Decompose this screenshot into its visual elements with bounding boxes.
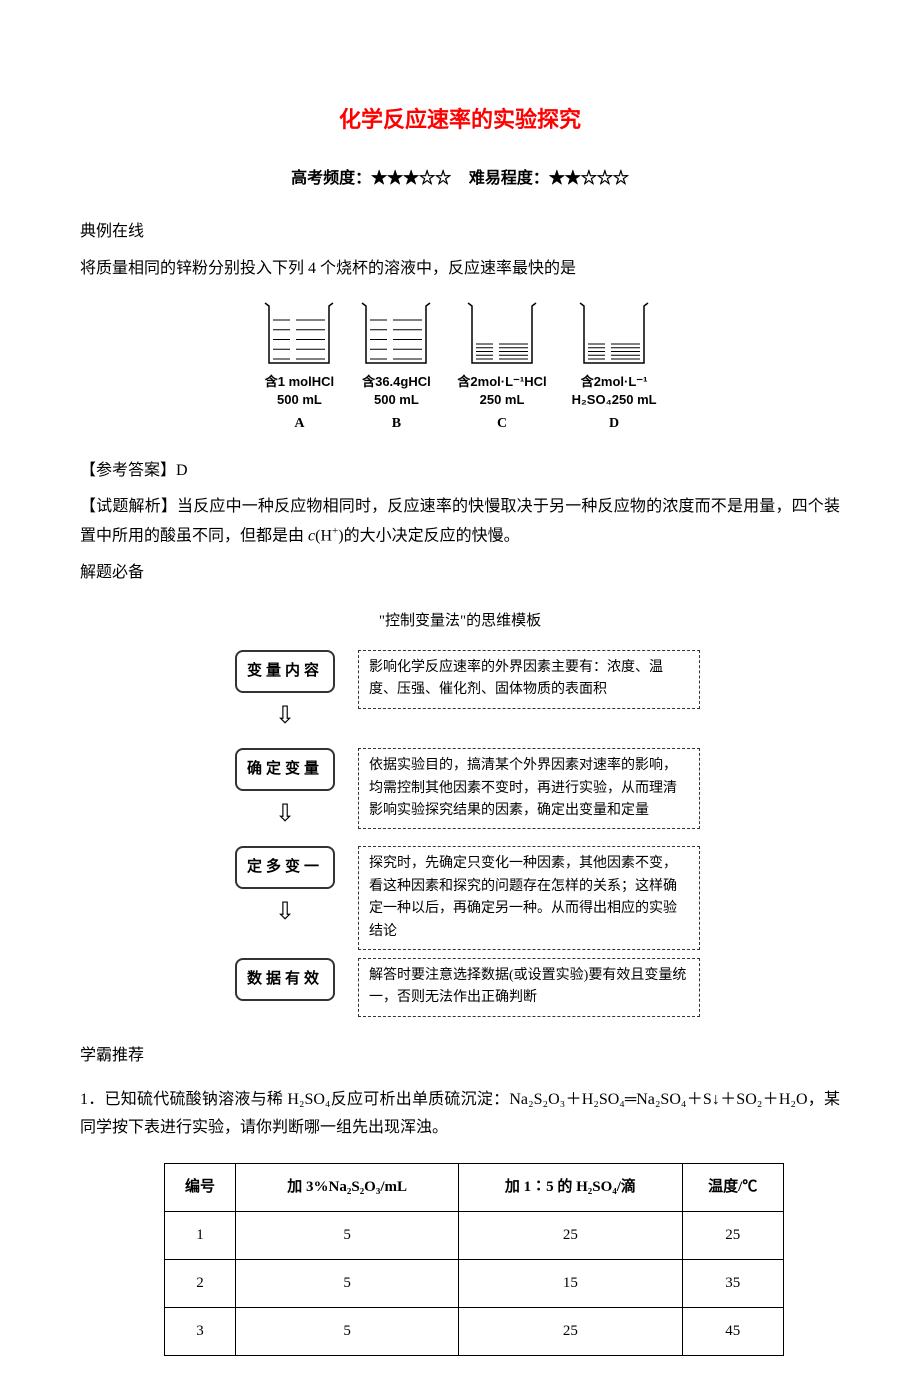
table-cell: 5 <box>236 1212 459 1260</box>
flow-desc: 依据实验目的，搞清某个外界因素对速率的影响，均需控制其他因素不变时，再进行实验，… <box>358 748 700 829</box>
beaker-icon <box>263 299 335 369</box>
beaker-icon <box>466 299 538 369</box>
analysis-h: (H <box>315 527 332 544</box>
beaker-item: 含1 molHCl500 mLA <box>263 299 335 437</box>
table-cell: 5 <box>236 1308 459 1356</box>
table-cell: 1 <box>165 1212 236 1260</box>
beaker-letter: A <box>294 411 304 436</box>
flow-desc: 探究时，先确定只变化一种因素，其他因素不变，看这种因素和探究的问题存在怎样的关系… <box>358 846 700 950</box>
table-row: 152525 <box>165 1212 784 1260</box>
beaker-icon <box>360 299 432 369</box>
example-question: 将质量相同的锌粉分别投入下列 4 个烧杯的溶液中，反应速率最快的是 <box>80 255 840 284</box>
beaker-label: 含2mol·L⁻¹HCl250 mL <box>457 373 546 409</box>
doc-subtitle: 高考频度：★★★☆☆ 难易程度：★★☆☆☆ <box>80 165 840 194</box>
flow-desc: 影响化学反应速率的外界因素主要有：浓度、温度、压强、催化剂、固体物质的表面积 <box>358 650 700 709</box>
table-cell: 3 <box>165 1308 236 1356</box>
question-1: 1．已知硫代硫酸钠溶液与稀 H₂SO₄反应可析出单质硫沉淀：Na₂S₂O₃＋H₂… <box>80 1086 840 1357</box>
table-header: 编号 <box>165 1164 236 1212</box>
table-cell: 35 <box>682 1260 784 1308</box>
flow-box: 数据有效 <box>235 958 335 1001</box>
difficulty-label: 难易程度：★★☆☆☆ <box>469 170 629 187</box>
table-header: 加 3%Na₂S₂O₃/mL <box>236 1164 459 1212</box>
section-recommend: 学霸推荐 <box>80 1042 840 1071</box>
q1-text: 已知硫代硫酸钠溶液与稀 H₂SO₄反应可析出单质硫沉淀：Na₂S₂O₃＋H₂SO… <box>80 1091 840 1137</box>
beaker-label: 含36.4gHCl500 mL <box>362 373 431 409</box>
frequency-label: 高考频度：★★★☆☆ <box>291 170 451 187</box>
doc-title: 化学反应速率的实验探究 <box>80 100 840 140</box>
analysis: 【试题解析】当反应中一种反应物相同时，反应速率的快慢取决于另一种反应物的浓度而不… <box>80 493 840 551</box>
table-cell: 5 <box>236 1260 459 1308</box>
flow-box: 确定变量 <box>235 748 335 791</box>
table-cell: 25 <box>682 1212 784 1260</box>
beaker-label: 含2mol·L⁻¹H₂SO₄250 mL <box>572 373 657 409</box>
flow-box: 定多变一 <box>235 846 335 889</box>
beaker-letter: D <box>609 411 619 436</box>
beaker-item: 含2mol·L⁻¹HCl250 mLC <box>457 299 546 437</box>
arrow-down-icon: ⇩ <box>275 793 295 836</box>
section-skill: 解题必备 <box>80 559 840 588</box>
table-cell: 2 <box>165 1260 236 1308</box>
flowchart: 变量内容⇩影响化学反应速率的外界因素主要有：浓度、温度、压强、催化剂、固体物质的… <box>220 650 700 1017</box>
table-header: 加 1∶5 的 H₂SO₄/滴 <box>459 1164 682 1212</box>
arrow-down-icon: ⇩ <box>275 891 295 934</box>
answer: 【参考答案】D <box>80 457 840 486</box>
table-cell: 25 <box>459 1212 682 1260</box>
table-cell: 15 <box>459 1260 682 1308</box>
flowchart-title: "控制变量法"的思维模板 <box>80 608 840 635</box>
q1-number: 1． <box>80 1091 104 1108</box>
table-cell: 45 <box>682 1308 784 1356</box>
beaker-letter: C <box>497 411 507 436</box>
beakers-figure: 含1 molHCl500 mLA 含36.4gHCl500 mLB 含2mol·L⁻… <box>80 299 840 437</box>
beaker-item: 含36.4gHCl500 mLB <box>360 299 432 437</box>
analysis-t2: )的大小决定反应的快慢。 <box>338 527 519 544</box>
table-row: 352545 <box>165 1308 784 1356</box>
table-row: 251535 <box>165 1260 784 1308</box>
beaker-label: 含1 molHCl500 mL <box>265 373 334 409</box>
analysis-label: 【试题解析】 <box>80 498 177 515</box>
beaker-icon <box>578 299 650 369</box>
arrow-down-icon: ⇩ <box>275 695 295 738</box>
flow-desc: 解答时要注意选择数据(或设置实验)要有效且变量统一，否则无法作出正确判断 <box>358 958 700 1017</box>
flow-box: 变量内容 <box>235 650 335 693</box>
beaker-item: 含2mol·L⁻¹H₂SO₄250 mLD <box>572 299 657 437</box>
experiment-table: 编号加 3%Na₂S₂O₃/mL加 1∶5 的 H₂SO₄/滴温度/℃15252… <box>164 1163 784 1356</box>
table-header: 温度/℃ <box>682 1164 784 1212</box>
section-example: 典例在线 <box>80 218 840 247</box>
table-cell: 25 <box>459 1308 682 1356</box>
beaker-letter: B <box>392 411 401 436</box>
